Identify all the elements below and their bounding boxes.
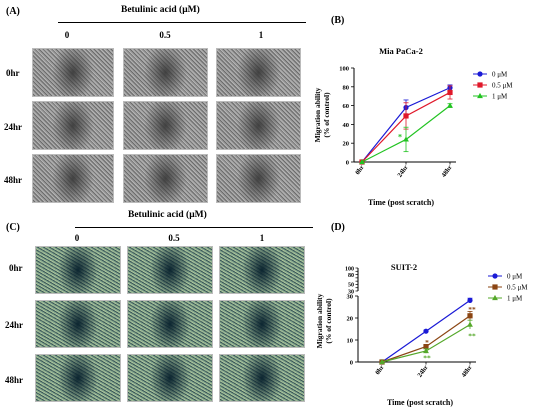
concentration-label-c-2: 1 — [259, 233, 265, 243]
chart-b-x-tick-label: 48hr — [440, 164, 453, 179]
chart-b-legend-marker — [477, 92, 483, 99]
chart-b-y-tick-label: 40 — [343, 122, 350, 129]
micrograph-a-48hr-0 — [32, 154, 114, 203]
micrograph-a-48hr-1 — [216, 154, 301, 203]
panel-label-d: (D) — [331, 222, 345, 233]
treatment-title-a: Betulinic acid (μM) — [121, 5, 200, 15]
chart-b-data-point — [359, 158, 365, 165]
chart-d-y-tick-label: 20 — [347, 316, 354, 323]
chart-d-y-tick-label: 0 — [350, 360, 353, 367]
chart-d-y-tick-label: 50 — [348, 283, 354, 289]
micrograph-c-0hr-1 — [219, 246, 305, 294]
treatment-bar-a — [58, 22, 306, 24]
chart-b-x-tick-label: 0hr — [354, 164, 365, 176]
chart-d-y-tick-label: 80 — [348, 273, 354, 279]
concentration-label-a-1: 0.5 — [159, 30, 171, 40]
chart-d-y-tick-label: 30 — [348, 289, 354, 295]
chart-d-y-axis-label: Migration ability(% of control) — [315, 293, 333, 348]
chart-d-legend-marker — [492, 273, 498, 279]
chart-d-x-tick-label: 24hr — [416, 364, 429, 379]
chart-b-x-tick-label: 24hr — [396, 164, 409, 179]
chart-b-legend-label: 0.5 μM — [492, 82, 513, 90]
micrograph-a-48hr-0-5 — [123, 154, 208, 203]
micrograph-a-0hr-1 — [216, 48, 301, 97]
chart-d-data-point — [379, 358, 385, 365]
chart-b-y-tick-label: 100 — [339, 66, 349, 73]
micrograph-a-0hr-0-5 — [123, 48, 208, 97]
chart-b-data-point — [403, 113, 409, 119]
concentration-label-a-2: 1 — [258, 30, 264, 40]
chart-b-y-tick-label: 0 — [346, 160, 349, 167]
chart-b-legend-label: 1 μM — [492, 93, 508, 101]
chart-d-significance-mark: ** — [423, 354, 431, 363]
panel-label-a: (A) — [6, 6, 20, 17]
chart-d-title: SUIT-2 — [391, 262, 417, 272]
chart-d-legend-label: 0.5 μM — [507, 284, 528, 292]
chart-d-y-tick-label: 30 — [347, 294, 354, 301]
chart-d-significance-mark: * — [425, 338, 429, 347]
concentration-label-c-0: 0 — [74, 233, 80, 243]
chart-mia-paca-2: Mia PaCa-2 Time (post scratch) Migration a… — [313, 46, 513, 207]
chart-b-title: Mia PaCa-2 — [379, 46, 423, 56]
chart-d-y-axis-label-line: Migration ability — [315, 293, 324, 348]
micrograph-c-0hr-0 — [35, 246, 121, 294]
chart-b-data-point — [447, 102, 453, 108]
chart-d-significance-mark: ** — [468, 332, 476, 341]
micrograph-a-0hr-0 — [32, 48, 114, 97]
time-label-a-0: 0hr — [6, 68, 20, 78]
chart-b-legend-marker — [477, 71, 483, 77]
micrograph-c-24hr-0 — [35, 300, 121, 348]
chart-b-x-axis-label: Time (post scratch) — [368, 198, 434, 207]
chart-b-legend-marker — [477, 82, 483, 88]
chart-d-y-axis-label-line: (% of control) — [324, 298, 333, 344]
chart-d-data-point — [423, 344, 429, 350]
chart-b-y-axis-label: Migration ability(% of control) — [313, 87, 331, 142]
chart-d-data-point — [467, 313, 473, 319]
chart-d-data-point — [467, 321, 473, 327]
chart-b-y-tick-label: 60 — [343, 103, 350, 110]
chart-d-legend-marker — [492, 284, 498, 290]
chart-d-legend-label: 1 μM — [507, 295, 523, 303]
treatment-bar-c — [75, 227, 313, 229]
time-label-c-2: 48hr — [5, 375, 23, 385]
chart-d-legend-marker — [492, 294, 498, 301]
chart-d-significance-mark: ** — [468, 305, 476, 314]
chart-b-y-tick-label: 20 — [343, 141, 350, 148]
chart-b-significance-mark: * — [398, 133, 402, 142]
chart-d-data-point — [423, 328, 429, 334]
micrograph-c-24hr-0-5 — [127, 300, 213, 348]
panel-label-b: (B) — [331, 15, 345, 26]
time-label-a-2: 48hr — [4, 175, 22, 185]
chart-b-legend-label: 0 μM — [492, 71, 508, 79]
chart-b-y-axis-label-line: Migration ability — [313, 87, 322, 142]
concentration-label-c-1: 0.5 — [168, 233, 180, 243]
micrograph-c-24hr-1 — [219, 300, 305, 348]
time-label-c-1: 24hr — [5, 320, 23, 330]
concentration-label-a-0: 0 — [64, 30, 70, 40]
time-label-c-0: 0hr — [9, 263, 23, 273]
micrograph-c-48hr-0-5 — [127, 354, 213, 402]
chart-d-legend-label: 0 μM — [507, 273, 523, 281]
chart-b-y-axis-label-line: (% of control) — [322, 92, 331, 138]
micrograph-c-0hr-0-5 — [127, 246, 213, 294]
chart-d-x-axis-label: Time (post scratch) — [387, 398, 453, 407]
micrograph-a-24hr-0-5 — [123, 101, 208, 150]
chart-d-y-tick-label: 100 — [345, 266, 354, 272]
time-label-a-1: 24hr — [4, 122, 22, 132]
chart-d-data-point — [423, 347, 429, 354]
micrograph-a-24hr-1 — [216, 101, 301, 150]
panel-label-c: (C) — [6, 222, 20, 233]
chart-d-data-point — [467, 297, 473, 303]
chart-suit-2: SUIT-2 Time (post scratch) Migration abili… — [315, 262, 528, 407]
micrograph-c-48hr-1 — [219, 354, 305, 402]
chart-d-y-tick-label: 10 — [347, 338, 354, 345]
chart-b-data-point — [403, 136, 409, 142]
treatment-title-c: Betulinic acid (μM) — [128, 210, 207, 220]
micrograph-c-48hr-0 — [35, 354, 121, 402]
micrograph-a-24hr-0 — [32, 101, 114, 150]
chart-d-x-tick-label: 0hr — [374, 364, 385, 376]
chart-b-y-tick-label: 80 — [343, 84, 350, 91]
chart-b-data-point — [447, 89, 453, 96]
chart-d-x-tick-label: 48hr — [460, 364, 473, 379]
